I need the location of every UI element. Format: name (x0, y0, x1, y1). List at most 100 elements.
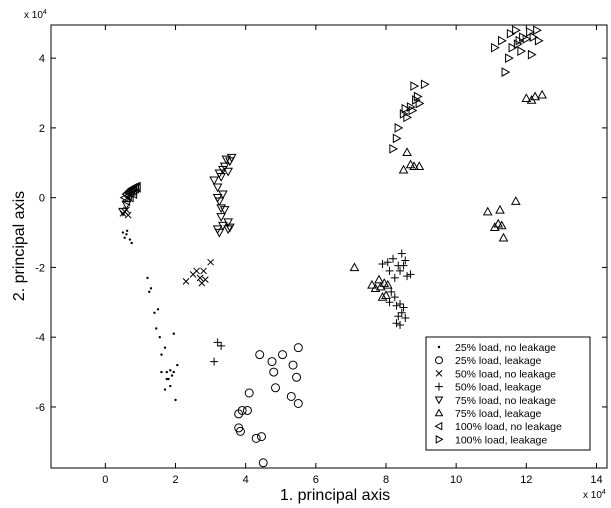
series-triangle-left (119, 181, 141, 207)
y-tick-label: 0 (39, 193, 45, 205)
data-point (160, 370, 163, 374)
data-point (218, 190, 228, 200)
legend-label: 100% load, leakage (455, 434, 547, 446)
y-axis-label: 2. principal axis (11, 191, 28, 301)
data-point (415, 98, 425, 109)
data-point (201, 276, 209, 283)
data-point (214, 197, 225, 207)
data-point (149, 287, 153, 290)
x-tick-label: 4 (243, 474, 249, 486)
legend-marker (435, 435, 444, 444)
data-point (242, 405, 252, 415)
data-point (533, 25, 542, 36)
legend-label: 50% load, no leakage (455, 368, 556, 380)
data-point (537, 89, 547, 99)
data-point (216, 213, 226, 222)
data-point (216, 173, 226, 182)
data-point (527, 49, 537, 60)
data-point (251, 433, 261, 443)
data-point (389, 143, 399, 154)
data-point (394, 312, 403, 321)
data-point (288, 360, 298, 370)
data-point (255, 350, 265, 360)
y-multiplier: x 104 (24, 9, 47, 21)
data-point (172, 332, 175, 335)
data-point (155, 327, 158, 330)
data-point (156, 308, 160, 311)
data-point (226, 153, 237, 163)
data-point (396, 266, 405, 275)
data-point (196, 274, 204, 282)
data-point (377, 292, 388, 301)
data-point (482, 206, 493, 216)
data-point (406, 270, 415, 279)
data-point (401, 103, 411, 114)
data-point (390, 273, 399, 282)
data-point (409, 161, 419, 170)
data-point (394, 123, 404, 133)
data-point (401, 314, 410, 323)
legend-marker (435, 382, 443, 391)
data-point (381, 290, 391, 300)
data-point (172, 370, 175, 374)
data-point (521, 93, 532, 102)
data-point (148, 290, 151, 294)
data-point (392, 319, 401, 328)
data-point (508, 42, 518, 53)
x-tick-label: 12 (520, 474, 532, 486)
data-point (398, 164, 409, 174)
data-point (217, 341, 226, 350)
data-point (170, 374, 174, 377)
series-x (119, 206, 214, 287)
series-circle (234, 343, 303, 468)
data-point (165, 377, 168, 381)
data-point (153, 311, 156, 314)
data-point (510, 196, 521, 205)
data-point (495, 204, 505, 214)
data-point (123, 236, 126, 239)
data-point (396, 300, 405, 309)
plot-area (50, 24, 608, 469)
data-point (278, 350, 288, 360)
legend-label: 75% load, leakage (455, 408, 542, 420)
legend-marker (434, 421, 443, 431)
data-point (513, 39, 523, 50)
legend-marker (435, 370, 443, 377)
x-tick-label: 8 (383, 474, 389, 486)
data-point (158, 335, 161, 339)
data-point (392, 301, 401, 310)
data-point (530, 91, 540, 101)
data-point (367, 279, 377, 289)
data-point (125, 233, 128, 236)
data-point (491, 42, 500, 53)
x-multiplier-exponent: 4 (602, 489, 606, 496)
y-tick-label: -6 (35, 402, 45, 414)
axis-ticks: 0 2 4 6 8 10 12 14 -6 -4 -2 0 2 4 (35, 25, 607, 486)
data-point (209, 176, 219, 186)
data-point (207, 258, 214, 266)
data-point (517, 46, 527, 57)
data-point (237, 405, 247, 415)
legend-label: 75% load, no leakage (455, 395, 556, 407)
data-point (401, 256, 410, 265)
data-point (128, 238, 132, 241)
data-point (163, 346, 167, 349)
data-point (378, 259, 387, 268)
y-tick-label: -2 (35, 262, 45, 274)
data-point (193, 267, 200, 275)
data-point (213, 338, 222, 347)
data-point (293, 398, 303, 408)
data-point (128, 189, 138, 200)
series-dot (121, 229, 179, 402)
data-point (167, 377, 170, 381)
series-triangle-up (349, 89, 547, 301)
legend-marker (434, 396, 444, 405)
data-point (212, 183, 223, 193)
data-point (292, 372, 302, 382)
x-multiplier: x 104 (583, 489, 606, 501)
data-point (498, 232, 509, 242)
x-tick-label: 6 (313, 474, 319, 486)
series-plus (210, 249, 415, 366)
x-tick-label: 10 (450, 474, 462, 486)
